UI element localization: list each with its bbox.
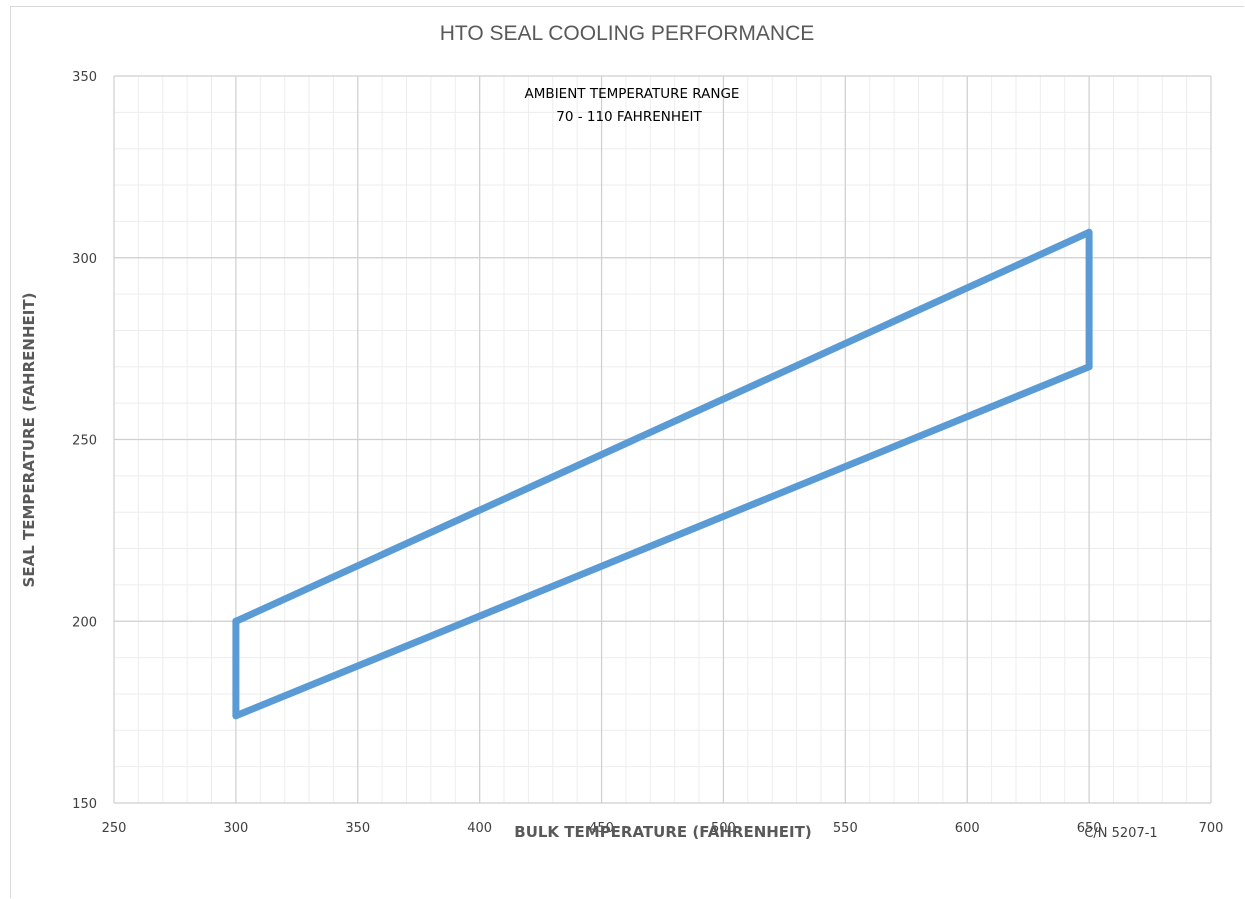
y-tick-labels: 150 200 250 300 350: [72, 70, 97, 812]
annotation-line-1: AMBIENT TEMPERATURE RANGE: [525, 86, 740, 102]
chart-title: HTO SEAL COOLING PERFORMANCE: [440, 22, 815, 45]
chart-frame: [10, 6, 1244, 898]
data-point: [232, 617, 240, 625]
x-tick-label: 550: [833, 821, 858, 836]
chart-footnote: C/N 5207-1: [1084, 826, 1157, 841]
x-tick-label: 450: [589, 821, 614, 836]
y-tick-label: 200: [72, 615, 97, 630]
y-tick-label: 300: [72, 252, 97, 267]
series-line: [232, 228, 1093, 720]
data-point: [232, 712, 240, 720]
x-tick-labels: 250 300 350 400 450 500 550 600 650 700: [102, 821, 1224, 836]
x-tick-label: 600: [955, 821, 980, 836]
x-tick-label: 300: [223, 821, 248, 836]
y-axis-label: SEAL TEMPERATURE (FAHRENHEIT): [20, 293, 38, 588]
annotation-line-2: 70 - 110 FAHRENHEIT: [556, 109, 702, 125]
y-tick-label: 150: [72, 797, 97, 812]
x-tick-label: 400: [467, 821, 492, 836]
x-tick-label: 700: [1199, 821, 1224, 836]
series-layer: [232, 228, 1093, 720]
y-tick-label: 350: [72, 70, 97, 85]
x-tick-label: 500: [711, 821, 736, 836]
x-tick-label: 650: [1077, 821, 1102, 836]
x-tick-label: 350: [345, 821, 370, 836]
y-tick-label: 250: [72, 434, 97, 449]
data-point: [1085, 363, 1093, 371]
x-axis-label: BULK TEMPERATURE (FAHRENHEIT): [514, 823, 811, 841]
data-point: [1085, 228, 1093, 236]
major-gridlines: [113, 75, 1212, 804]
x-tick-label: 250: [102, 821, 127, 836]
